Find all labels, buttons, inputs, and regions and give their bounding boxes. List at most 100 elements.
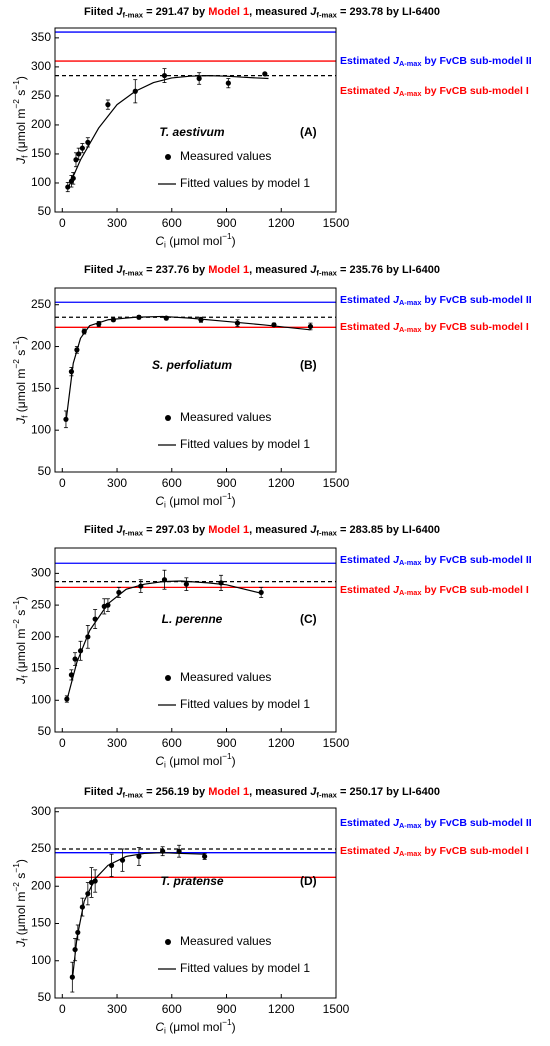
x-axis-label-part: −1 — [222, 1017, 232, 1027]
y-axis-label-part: s — [14, 90, 28, 99]
y-tick-label: 300 — [31, 804, 51, 818]
reference-label: Estimated JA-max by FvCB sub-model II — [340, 817, 532, 830]
legend-label: Measured values — [180, 934, 271, 948]
x-tick-label: 0 — [59, 476, 66, 490]
x-axis-label-part: i — [164, 240, 166, 250]
fitted-line — [65, 315, 311, 422]
x-axis-label-part: i — [164, 1026, 166, 1036]
reference-label-part: Estimated — [340, 584, 393, 596]
fitted-line — [67, 74, 269, 190]
data-point — [81, 328, 87, 335]
x-tick-label: 1200 — [268, 216, 295, 230]
chart-title-part: = 235.76 by LI-6400 — [337, 264, 440, 276]
chart-title-part: , measured — [249, 786, 310, 798]
x-tick-label: 600 — [162, 736, 182, 750]
y-tick-label: 100 — [31, 422, 51, 436]
reference-label: Estimated JA-max by FvCB sub-model I — [340, 85, 529, 98]
x-axis-label-part: ) — [232, 1020, 236, 1034]
y-tick-label: 200 — [31, 878, 51, 892]
y-axis-label-part: −1 — [11, 80, 21, 90]
chart-title-part: Fiited — [84, 6, 116, 18]
reference-label-part: Estimated — [340, 55, 393, 67]
y-tick-label: 150 — [31, 381, 51, 395]
y-axis-label-part: (μmol m — [14, 629, 28, 676]
data-point — [202, 853, 208, 860]
legend-marker — [165, 939, 171, 945]
y-tick-label: 50 — [38, 990, 52, 1004]
data-point — [225, 80, 231, 86]
chart-title-part: f-max — [123, 528, 144, 537]
chart-title-part: = 291.47 by — [143, 6, 208, 18]
chart-title-part: = 250.17 by LI-6400 — [337, 786, 440, 798]
x-axis-label-part: C — [155, 494, 164, 508]
reference-label-part: by FvCB sub-model II — [421, 55, 531, 67]
chart-title-part: = 293.78 by LI-6400 — [337, 6, 440, 18]
y-axis-label-part: f — [20, 675, 30, 678]
x-axis-label-part: −1 — [222, 491, 232, 501]
y-tick-label: 250 — [31, 597, 51, 611]
data-point — [105, 102, 111, 108]
data-point — [196, 75, 202, 82]
chart-title-part: Model 1 — [208, 524, 249, 536]
y-axis-label: Jf (μmol m−2 s−1) — [11, 336, 29, 425]
chart-title-part: J — [116, 524, 123, 536]
y-axis-label-part: −2 — [11, 882, 21, 892]
reference-label-part: A-max — [399, 325, 422, 334]
x-axis-label-part: i — [164, 760, 166, 770]
chart-title-part: f-max — [316, 10, 337, 19]
x-axis-label-part: C — [155, 1020, 164, 1034]
legend-label: Fitted values by model 1 — [180, 697, 310, 711]
y-axis-label: Jf (μmol m−2 s−1) — [11, 859, 29, 948]
chart-title: Fiited Jf-max = 237.76 by Model 1, measu… — [84, 264, 440, 277]
data-point — [73, 157, 79, 163]
y-tick-label: 250 — [31, 841, 51, 855]
x-tick-label: 600 — [162, 1002, 182, 1016]
y-axis-label-part: (μmol m — [14, 369, 28, 416]
reference-label-part: A-max — [399, 298, 422, 307]
chart-title-part: , measured — [249, 6, 310, 18]
chart-title-part: Model 1 — [208, 786, 249, 798]
reference-label-part: A-max — [399, 59, 422, 68]
data-point — [307, 323, 314, 330]
species-label: T. pratense — [160, 874, 223, 888]
reference-label-part: J — [393, 554, 400, 566]
y-axis-label-part: (μmol m — [14, 892, 28, 939]
x-tick-label: 1500 — [323, 216, 350, 230]
fitted-line — [66, 580, 264, 701]
legend-label: Fitted values by model 1 — [180, 961, 310, 975]
panel-label: (A) — [300, 125, 317, 139]
y-axis-label-part: ) — [14, 596, 28, 600]
chart-title-part: J — [310, 524, 317, 536]
legend-label: Fitted values by model 1 — [180, 176, 310, 190]
y-axis-label-part: J — [14, 157, 28, 165]
y-tick-label: 200 — [31, 339, 51, 353]
panel-label: (C) — [300, 612, 317, 626]
chart-title-part: , measured — [249, 524, 310, 536]
reference-label-part: J — [393, 55, 400, 67]
y-axis-label-part: f — [20, 155, 30, 158]
reference-label-part: Estimated — [340, 845, 393, 857]
chart-title-part: J — [116, 264, 123, 276]
chart-title-part: , measured — [249, 264, 310, 276]
data-point — [79, 145, 85, 151]
y-tick-label: 100 — [31, 953, 51, 967]
x-tick-label: 300 — [107, 736, 127, 750]
x-tick-label: 900 — [217, 476, 237, 490]
x-tick-label: 0 — [59, 736, 66, 750]
x-tick-label: 1500 — [323, 1002, 350, 1016]
chart-title-part: f-max — [123, 790, 144, 799]
chart-title-part: Fiited — [84, 524, 116, 536]
chart-title-part: = 237.76 by — [143, 264, 208, 276]
y-axis-label-part: −2 — [11, 619, 21, 629]
y-axis-label-part: −1 — [11, 600, 21, 610]
reference-label-part: Estimated — [340, 554, 393, 566]
data-point — [176, 848, 182, 854]
x-tick-label: 600 — [162, 476, 182, 490]
reference-label: Estimated JA-max by FvCB sub-model I — [340, 845, 529, 858]
plot-frame — [54, 547, 337, 733]
chart-title-part: J — [310, 6, 317, 18]
chart-title-part: = 283.85 by LI-6400 — [337, 524, 440, 536]
reference-label-part: by FvCB sub-model II — [421, 554, 531, 566]
y-axis-label-part: ) — [14, 859, 28, 863]
reference-label-part: by FvCB sub-model I — [421, 321, 528, 333]
